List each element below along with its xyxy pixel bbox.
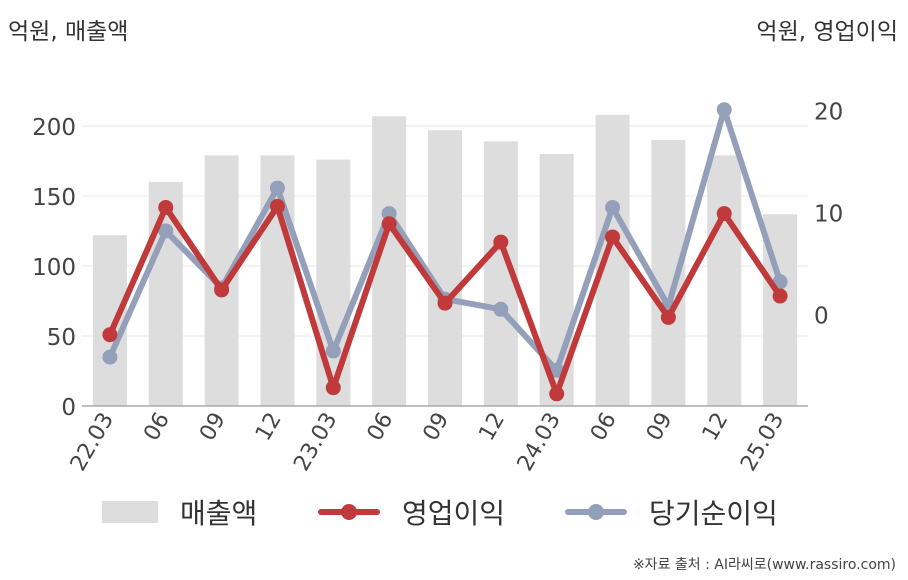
right-tick-label: 10 [814, 202, 843, 228]
bar-revenue [428, 130, 462, 406]
legend-item-net: 당기순이익 [565, 492, 778, 532]
legend-item-operating: 영업이익 [318, 492, 505, 532]
bar-revenue [92, 235, 127, 406]
left-tick-label: 0 [61, 395, 76, 421]
point-operating [158, 199, 174, 215]
x-tick-label: 09 [642, 409, 678, 446]
x-tick-label: 23.03 [289, 409, 342, 476]
point-net [158, 223, 174, 239]
point-net [493, 301, 509, 317]
x-tick-label: 06 [586, 409, 622, 446]
point-net [325, 343, 341, 359]
bar-revenue [148, 182, 183, 406]
legend-item-revenue: 매출액 [102, 492, 257, 532]
right-tick-label: 0 [814, 303, 829, 329]
legend-swatch-net [565, 501, 627, 523]
point-net [549, 362, 565, 378]
point-operating [772, 288, 788, 304]
point-net [605, 199, 621, 215]
legend: 매출액 영업이익 당기순이익 [0, 492, 908, 536]
right-axis-unit-label: 억원, 영업이익 [756, 19, 898, 45]
point-operating [549, 386, 565, 402]
x-tick-label: 06 [139, 409, 175, 446]
x-tick-label: 06 [363, 409, 399, 446]
point-operating [605, 229, 621, 245]
bar-revenue [707, 155, 742, 406]
left-tick-label: 200 [32, 115, 76, 141]
point-operating [660, 309, 676, 325]
point-operating [214, 282, 230, 298]
left-axis-unit-label: 억원, 매출액 [8, 19, 129, 45]
point-operating [102, 327, 118, 343]
legend-swatch-operating [318, 501, 380, 523]
point-operating [381, 216, 397, 232]
left-tick-label: 100 [32, 255, 76, 281]
right-tick-label: 20 [814, 100, 843, 126]
x-tick-label: 24.03 [513, 409, 566, 476]
x-tick-label: 12 [698, 409, 734, 446]
point-operating [493, 234, 509, 250]
bar-revenue [595, 114, 630, 407]
point-operating [716, 206, 732, 222]
point-net [269, 180, 285, 196]
x-tick-label: 09 [195, 409, 231, 446]
legend-label-net: 당기순이익 [649, 497, 778, 530]
point-operating [269, 198, 285, 214]
legend-label-operating: 영업이익 [402, 497, 506, 530]
point-net [102, 349, 118, 365]
point-operating [325, 380, 341, 396]
point-operating [437, 295, 453, 311]
bar-revenue [316, 159, 351, 406]
left-tick-label: 150 [32, 185, 76, 211]
left-tick-label: 50 [47, 325, 76, 351]
x-tick-label: 12 [474, 409, 510, 446]
x-tick-label: 09 [419, 409, 455, 446]
legend-swatch-revenue [102, 501, 158, 523]
point-net [716, 102, 732, 118]
x-tick-label: 25.03 [736, 409, 789, 476]
legend-label-revenue: 매출액 [180, 497, 258, 530]
source-note: ※자료 출처 : AI라씨로(www.rassiro.com) [632, 557, 896, 573]
x-tick-label: 12 [251, 409, 287, 446]
